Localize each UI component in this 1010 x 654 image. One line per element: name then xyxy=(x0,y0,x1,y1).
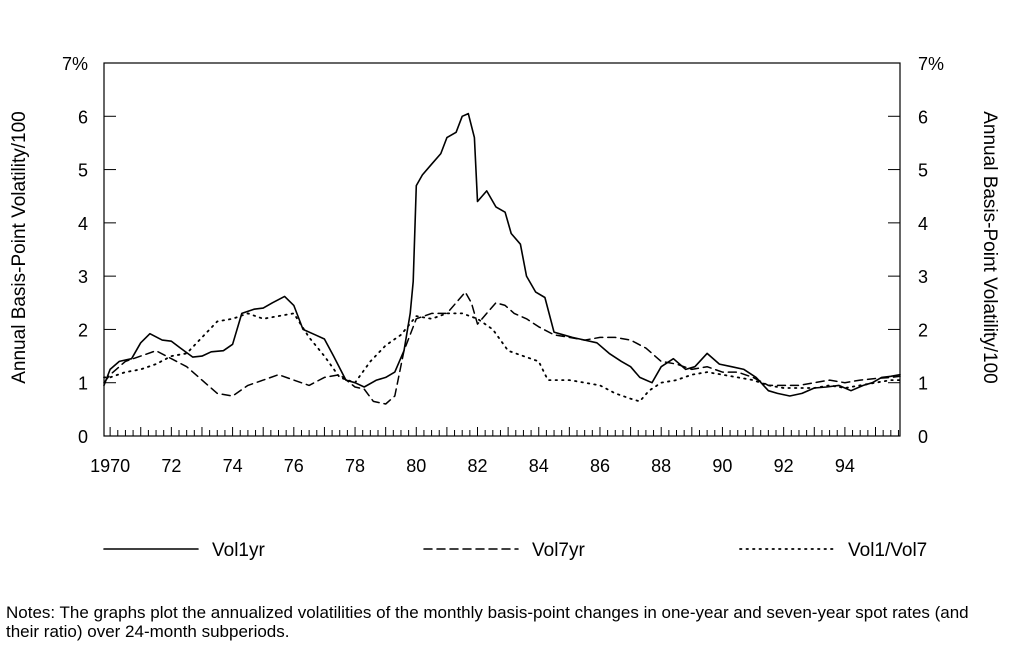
x-tick-label: 82 xyxy=(467,456,487,476)
x-tick-label: 86 xyxy=(590,456,610,476)
y-tick-label-left: 4 xyxy=(78,214,88,234)
y-tick-label-right: 5 xyxy=(918,161,928,181)
y-tick-label-left: 2 xyxy=(78,320,88,340)
y-tick-label-right: 4 xyxy=(918,214,928,234)
y-tick-label-left: 0 xyxy=(78,427,88,447)
x-tick-label: 84 xyxy=(529,456,549,476)
volatility-chart: 0 0 1 1 2 2 3 3 4 4 5 5 6 6 7% 7% 1970 72 74 76 78 80 82 84 86 88… xyxy=(9,54,1000,561)
chart-area: 0 0 1 1 2 2 3 3 4 4 5 5 6 6 7% 7% 1970 72 74 76 78 80 82 84 86 88… xyxy=(9,54,1000,561)
x-tick-label: 78 xyxy=(345,456,365,476)
series-line-3 xyxy=(103,312,901,403)
y-tick-label-right: 7% xyxy=(918,54,944,74)
y-tick-label-left: 7% xyxy=(62,54,88,74)
y-tick-label-right: 2 xyxy=(918,320,928,340)
x-tick-label: 88 xyxy=(651,456,671,476)
x-tick-label: 92 xyxy=(774,456,794,476)
y-tick-label-right: 1 xyxy=(918,374,928,394)
y-tick-label-right: 6 xyxy=(918,107,928,127)
series-line-1 xyxy=(103,112,901,397)
y-tick-label-left: 3 xyxy=(78,267,88,287)
series-line-2 xyxy=(103,291,901,405)
x-tick-label: 72 xyxy=(161,456,181,476)
x-tick-label: 80 xyxy=(406,456,426,476)
x-tick-label: 74 xyxy=(223,456,243,476)
x-tick-label: 94 xyxy=(835,456,855,476)
y-tick-label-right: 0 xyxy=(918,427,928,447)
plot-frame xyxy=(103,62,901,437)
y-tick-label-left: 5 xyxy=(78,161,88,181)
x-tick-label: 1970 xyxy=(90,456,130,476)
legend-label-2: Vol7yr xyxy=(532,540,585,561)
legend-label-3: Vol1/Vol7 xyxy=(848,540,927,561)
chart-notes: Notes: The graphs plot the annualized vo… xyxy=(6,603,969,641)
y-tick-label-left: 1 xyxy=(78,374,88,394)
y-tick-label-left: 6 xyxy=(78,107,88,127)
y-tick-label-right: 3 xyxy=(918,267,928,287)
y-axis-title-left: Annual Basis-Point Volatility/100 xyxy=(9,111,30,384)
y-axis-title-right: Annual Basis-Point Volatility/100 xyxy=(979,111,1000,384)
legend-label-1: Vol1yr xyxy=(212,540,265,561)
x-tick-label: 90 xyxy=(712,456,732,476)
x-tick-label: 76 xyxy=(284,456,304,476)
